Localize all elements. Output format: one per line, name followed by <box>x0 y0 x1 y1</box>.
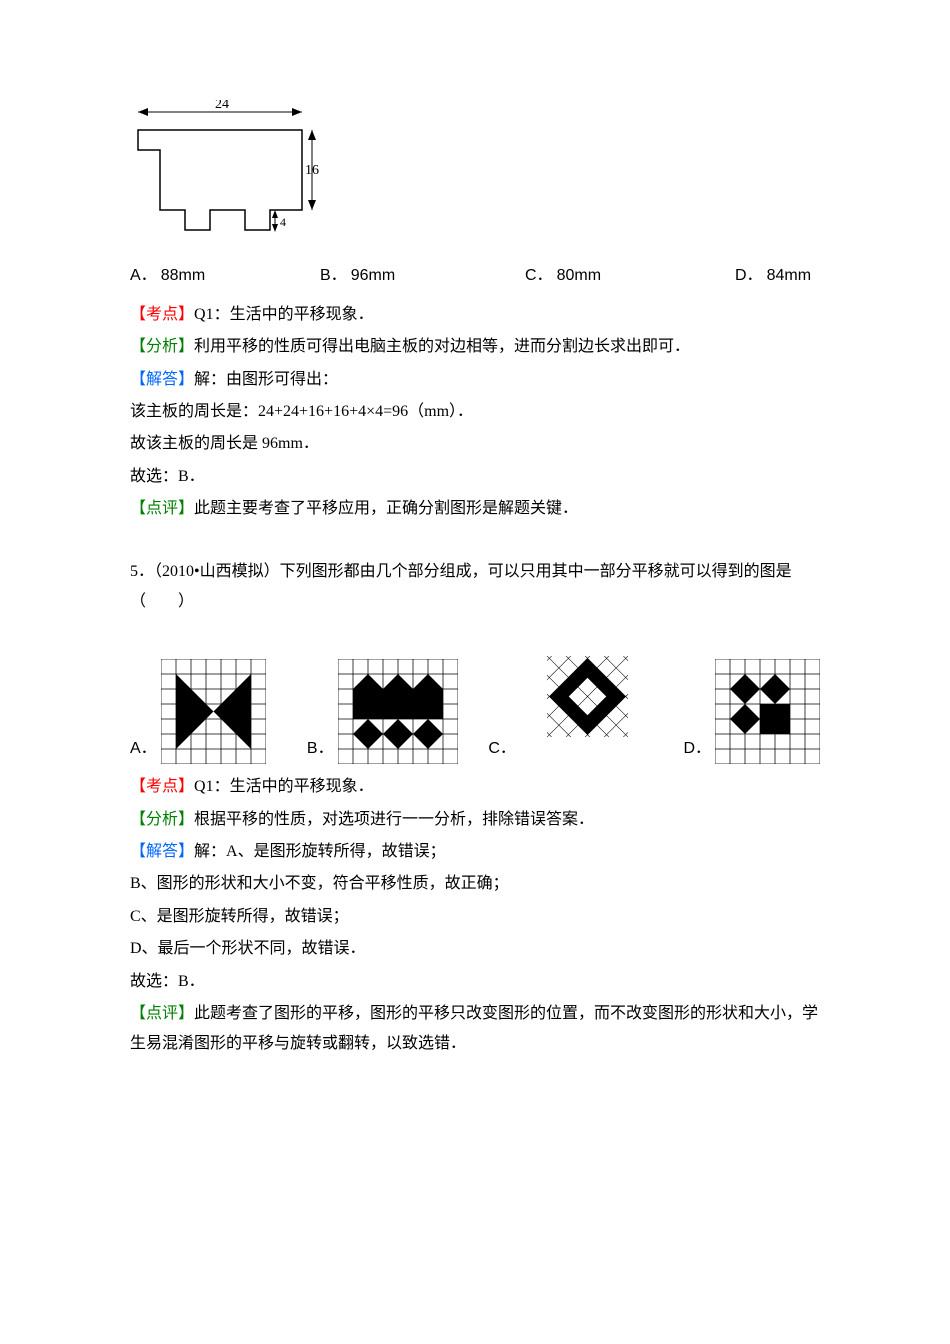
dim-right: 16 <box>305 163 319 178</box>
q4-jieda-3: 故该主板的周长是 96mm． <box>130 429 820 459</box>
q5-fenxi: 【分析】根据平移的性质，对选项进行一一分析，排除错误答案． <box>130 805 820 835</box>
q4-diagram: 24 16 4 <box>130 100 820 251</box>
q4-jieda-4: 故选：B． <box>130 462 820 492</box>
q4-options: A．88mm B．96mm C．80mm D．84mm <box>130 261 820 291</box>
q5-image-d <box>715 659 820 764</box>
q5-option-b: B． <box>307 659 488 764</box>
q5-image-b <box>338 659 458 764</box>
q5-image-a <box>161 659 266 764</box>
q5-kaodian: 【考点】Q1：生活中的平移现象． <box>130 772 820 802</box>
q4-jieda-2: 该主板的周长是：24+24+16+16+4×4=96（mm）． <box>130 397 820 427</box>
q4-option-a: A．88mm <box>130 261 320 291</box>
q5-option-a: A． <box>130 659 307 764</box>
q4-option-c: C．80mm <box>525 261 735 291</box>
q5-jieda-d: D、最后一个形状不同，故错误． <box>130 934 820 964</box>
q5-option-c: C． <box>488 629 683 764</box>
q5-jieda: 【解答】解：A、是图形旋转所得，故错误； <box>130 837 820 867</box>
q5-jieda-b: B、图形的形状和大小不变，符合平移性质，故正确； <box>130 869 820 899</box>
q5-jieda-ans: 故选：B． <box>130 967 820 997</box>
q5-options-row: A． B． C． <box>130 629 820 764</box>
q4-kaodian: 【考点】Q1：生活中的平移现象． <box>130 300 820 330</box>
q5-dianping: 【点评】此题考查了图形的平移，图形的平移只改变图形的位置，而不改变图形的形状和大… <box>130 999 820 1060</box>
q4-fenxi: 【分析】利用平移的性质可得出电脑主板的对边相等，进而分割边长求出即可． <box>130 332 820 362</box>
q5-option-d: D． <box>683 659 820 764</box>
q4-dianping: 【点评】此题主要考查了平移应用，正确分割图形是解题关键． <box>130 494 820 524</box>
dim-top: 24 <box>215 100 229 112</box>
q5-stem: 5．（2010•山西模拟）下列图形都由几个部分组成，可以只用其中一部分平移就可以… <box>130 557 820 618</box>
dim-notch: 4 <box>280 215 286 229</box>
q4-jieda: 【解答】解：由图形可得出： <box>130 365 820 395</box>
q5-image-c <box>520 629 655 764</box>
q4-option-b: B．96mm <box>320 261 525 291</box>
q5-jieda-c: C、是图形旋转所得，故错误； <box>130 902 820 932</box>
motherboard-shape: 24 16 4 <box>130 100 325 240</box>
q4-option-d: D．84mm <box>735 261 811 291</box>
